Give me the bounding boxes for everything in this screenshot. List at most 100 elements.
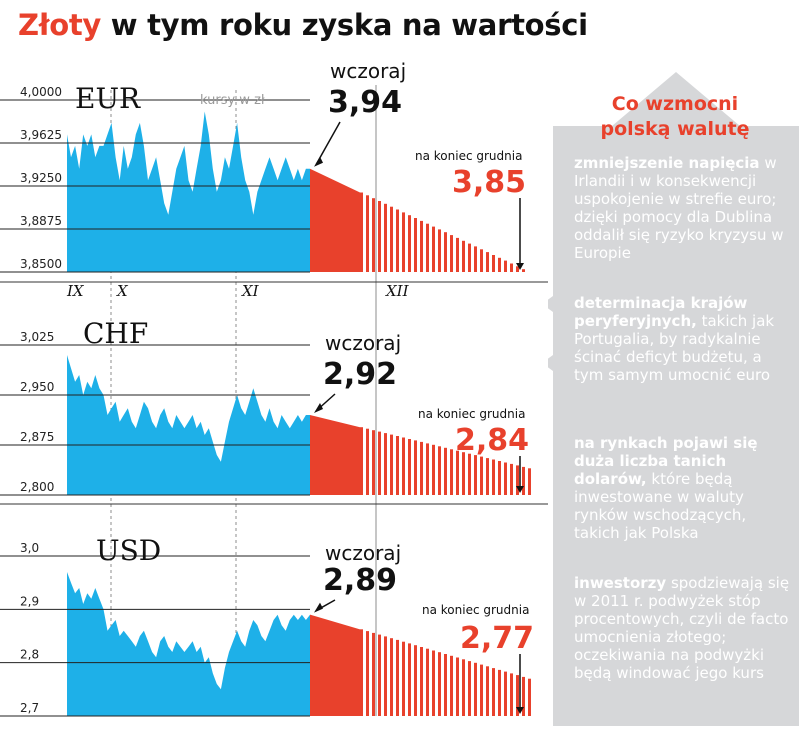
forecast-bar <box>450 655 453 716</box>
forecast-bar <box>420 441 423 495</box>
forecast-bar <box>516 465 519 495</box>
forecast-bar <box>444 447 447 495</box>
forecast-bar <box>438 446 441 495</box>
forecast-bar <box>396 436 399 495</box>
y-tick-label: 2,800 <box>20 480 54 494</box>
forecast-bar <box>432 650 435 716</box>
forecast-bar <box>504 671 507 716</box>
historical-area <box>67 572 310 716</box>
sidebar-item: inwestorzy spodziewają się w 2011 r. pod… <box>574 574 794 682</box>
month-label: X <box>116 282 129 300</box>
y-tick-label: 2,7 <box>20 701 39 715</box>
forecast-bar <box>444 232 447 272</box>
forecast-bar <box>402 641 405 716</box>
y-tick-label: 2,8 <box>20 648 39 662</box>
forecast-bar <box>516 675 519 716</box>
forecast-bar <box>450 235 453 272</box>
forecast-bar <box>474 455 477 495</box>
forecast-bar <box>510 463 513 495</box>
forecast-bar <box>498 669 501 716</box>
month-label: IX <box>66 282 85 300</box>
end-december-label: na koniec grudnia <box>422 603 529 617</box>
forecast-bar <box>366 195 369 272</box>
sidebar-item-bold: inwestorzy <box>574 574 667 592</box>
forecast-bar <box>498 257 501 272</box>
end-december-label: na koniec grudnia <box>418 407 525 421</box>
forecast-bar <box>360 427 363 495</box>
forecast-bar <box>402 437 405 495</box>
forecast-bar <box>372 198 375 272</box>
sidebar-item-bold: zmniejszenie napięcia <box>574 154 760 172</box>
sidebar-heading: Co wzmocni polską walutę <box>553 92 797 142</box>
end-december-arrow-head <box>516 707 524 714</box>
forecast-block <box>310 168 360 272</box>
forecast-bar <box>378 431 381 495</box>
yesterday-value: 2,89 <box>323 563 397 598</box>
yesterday-arrow-head <box>314 403 323 413</box>
forecast-bar <box>408 439 411 495</box>
yesterday-label: wczoraj <box>330 59 406 83</box>
title-rest: w tym roku zyska na wartości <box>100 8 588 42</box>
y-tick-label: 3,025 <box>20 330 54 344</box>
units-label: kursy w zł <box>200 93 265 108</box>
forecast-bar <box>462 240 465 272</box>
forecast-bar <box>456 450 459 495</box>
forecast-bar <box>462 659 465 716</box>
forecast-bar <box>384 636 387 716</box>
forecast-bar <box>396 639 399 716</box>
yesterday-arrow-head <box>314 602 323 613</box>
forecast-bar <box>462 452 465 495</box>
yesterday-value: 2,92 <box>323 357 397 392</box>
forecast-bar <box>510 263 513 272</box>
forecast-bar <box>486 666 489 716</box>
sidebar-heading-line-2: polską walutę <box>600 118 750 140</box>
yesterday-value: 3,94 <box>328 85 402 120</box>
y-tick-label: 3,8500 <box>20 257 62 271</box>
forecast-bar <box>384 203 387 272</box>
forecast-bar <box>420 647 423 716</box>
forecast-bar <box>528 678 531 716</box>
forecast-bar <box>486 458 489 495</box>
y-tick-label: 3,8875 <box>20 214 62 228</box>
forecast-bar <box>468 661 471 716</box>
forecast-bar <box>366 631 369 716</box>
forecast-bar <box>456 237 459 272</box>
y-tick-label: 2,950 <box>20 380 54 394</box>
forecast-bar <box>366 428 369 495</box>
sidebar-item: determinacja krajów peryferyjnych, takic… <box>574 294 794 384</box>
forecast-bar <box>492 668 495 716</box>
forecast-bar <box>426 443 429 495</box>
sidebar-heading-line-1: Co wzmocni <box>611 93 739 115</box>
forecast-bar <box>522 466 525 495</box>
forecast-bar <box>402 212 405 272</box>
y-tick-label: 4,0000 <box>20 85 62 99</box>
forecast-bar <box>468 243 471 272</box>
forecast-bar <box>444 654 447 716</box>
month-label: XI <box>241 282 260 300</box>
end-december-value: 2,84 <box>455 423 529 458</box>
month-label: XII <box>385 282 410 300</box>
sidebar-item-text: takich jak Portugalia, by radykalnie ści… <box>574 312 775 384</box>
forecast-bar <box>498 461 501 495</box>
forecast-bar <box>432 226 435 272</box>
historical-area <box>67 111 310 272</box>
sidebar-item: zmniejszenie napięcia w Irlandii i w kon… <box>574 154 794 262</box>
y-tick-label: 3,0 <box>20 541 39 555</box>
y-tick-label: 3,9250 <box>20 171 62 185</box>
forecast-bar <box>408 215 411 272</box>
yesterday-arrow-head <box>314 156 323 167</box>
end-december-arrow-head <box>516 486 524 493</box>
forecast-bar <box>504 260 507 272</box>
forecast-bar <box>426 648 429 716</box>
sidebar-item: na rynkach pojawi się duża liczba tanich… <box>574 434 794 542</box>
forecast-bar <box>390 638 393 716</box>
forecast-bar <box>360 192 363 272</box>
forecast-bar <box>492 459 495 495</box>
currency-label: USD <box>96 534 161 567</box>
forecast-bar <box>468 453 471 495</box>
sidebar-item-text: spodziewają się w 2011 r. podwyżek stóp … <box>574 574 790 682</box>
currency-label: EUR <box>75 82 141 115</box>
y-tick-label: 3,9625 <box>20 128 62 142</box>
currency-label: CHF <box>83 317 148 350</box>
forecast-bar <box>486 252 489 272</box>
